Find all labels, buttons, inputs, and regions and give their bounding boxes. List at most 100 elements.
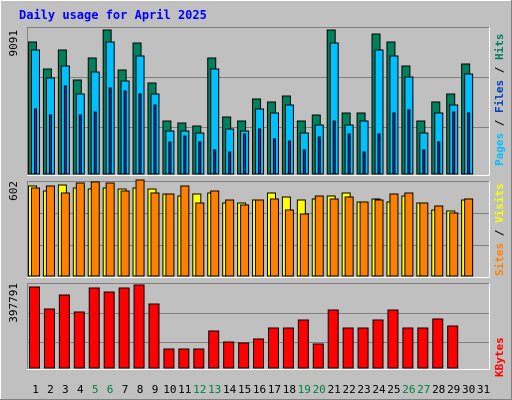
day-label: 18 <box>283 383 296 396</box>
pages-bar <box>287 140 291 175</box>
pages-bar <box>213 149 217 175</box>
sites-bar <box>419 202 429 277</box>
sites-bar <box>75 182 85 277</box>
day-label: 1 <box>32 383 39 396</box>
day-label: 21 <box>328 383 341 396</box>
pages-bar <box>198 141 202 175</box>
kbytes-bar <box>178 348 190 369</box>
day-label: 6 <box>107 383 114 396</box>
day-label: 25 <box>387 383 400 396</box>
day-label: 5 <box>92 383 99 396</box>
kbytes-bar <box>253 338 265 369</box>
kbytes-bar <box>208 330 220 369</box>
y-max-label: 602 <box>7 181 20 201</box>
sites-bar <box>299 213 309 277</box>
pages-bar <box>332 120 336 175</box>
day-label: 13 <box>208 383 221 396</box>
kbytes-bar <box>58 294 70 369</box>
sites-bar <box>60 192 70 277</box>
kbytes-bar <box>372 319 384 369</box>
kbytes-bar <box>88 287 100 369</box>
pages-bar <box>467 112 471 175</box>
kbytes-bar <box>223 341 235 369</box>
kbytes-bar <box>282 327 294 369</box>
sites-bar <box>359 201 369 277</box>
sites-bar <box>434 205 444 277</box>
pages-bar <box>93 111 97 175</box>
day-label: 30 <box>462 383 475 396</box>
sites-bar <box>240 204 250 277</box>
chart-panels: 9091 602 397791 Pages / Files / Hits Sites /… <box>7 27 506 396</box>
kbytes-bar <box>312 343 324 369</box>
sites-bar <box>165 193 175 277</box>
day-label: 15 <box>238 383 251 396</box>
pages-bar <box>108 87 112 175</box>
legend-label: Pages <box>493 133 506 166</box>
legend-separator: / <box>493 223 506 243</box>
legend-label: Hits <box>493 34 506 61</box>
pages-bar <box>78 114 82 175</box>
day-label: 4 <box>77 383 84 396</box>
day-label: 14 <box>223 383 237 396</box>
day-label: 28 <box>432 383 445 396</box>
kbytes-bar <box>387 309 399 369</box>
day-label: 8 <box>137 383 144 396</box>
day-label: 22 <box>342 383 355 396</box>
y-max-label: 9091 <box>7 30 20 57</box>
sites-bar <box>404 192 414 277</box>
sites-bar <box>374 199 384 277</box>
kbytes-bar <box>432 318 444 369</box>
pages-bar <box>272 138 276 175</box>
kbytes-bar <box>29 286 40 369</box>
day-label: 2 <box>47 383 54 396</box>
pages-bar <box>228 151 232 175</box>
kbytes-bar <box>342 327 354 369</box>
kbytes-bar <box>417 327 429 369</box>
pages-bar <box>123 90 127 175</box>
day-label: 11 <box>178 383 191 396</box>
kbytes-bar <box>163 348 175 369</box>
kbytes-bar <box>103 291 115 369</box>
pages-bar <box>407 109 411 175</box>
pages-bar <box>362 151 366 175</box>
kbytes-bar <box>43 308 55 369</box>
kbytes-bar <box>402 327 414 369</box>
day-label: 19 <box>298 383 311 396</box>
sites-bar <box>344 196 354 277</box>
sites-bar <box>45 185 55 277</box>
side-legend-bottom: KBytes <box>493 337 506 377</box>
sites-bar <box>269 198 279 277</box>
legend-separator: / <box>493 60 506 80</box>
kbytes-bar <box>133 284 145 369</box>
sites-bar <box>150 192 160 277</box>
pages-bar <box>63 85 67 175</box>
pages-bar <box>168 141 172 175</box>
kbytes-bar <box>193 348 205 369</box>
sites-bar <box>329 198 339 277</box>
side-legend-top: Pages / Files / Hits <box>493 34 506 167</box>
day-label: 23 <box>357 383 370 396</box>
sites-bar <box>90 181 100 277</box>
sites-bar <box>135 179 145 277</box>
pages-bar <box>34 108 37 175</box>
sites-bar <box>105 182 115 277</box>
day-label: 24 <box>372 383 386 396</box>
kbytes-bar <box>297 319 309 369</box>
sites-bar <box>120 190 130 277</box>
day-label: 17 <box>268 383 281 396</box>
sites-bar <box>225 199 235 277</box>
legend-label: KBytes <box>493 337 506 377</box>
kbytes-bar <box>238 342 250 369</box>
pages-bar <box>243 133 247 175</box>
pages-bar <box>153 104 157 175</box>
y-max-label: 397791 <box>7 283 20 323</box>
sites-bar <box>180 185 190 277</box>
sites-bar <box>464 198 474 277</box>
sites-bar <box>195 202 205 277</box>
pages-bar <box>422 149 426 175</box>
pages-bar <box>183 135 187 175</box>
kbytes-bar <box>327 309 339 369</box>
sites-bar <box>314 195 324 277</box>
pages-bar <box>392 112 396 175</box>
